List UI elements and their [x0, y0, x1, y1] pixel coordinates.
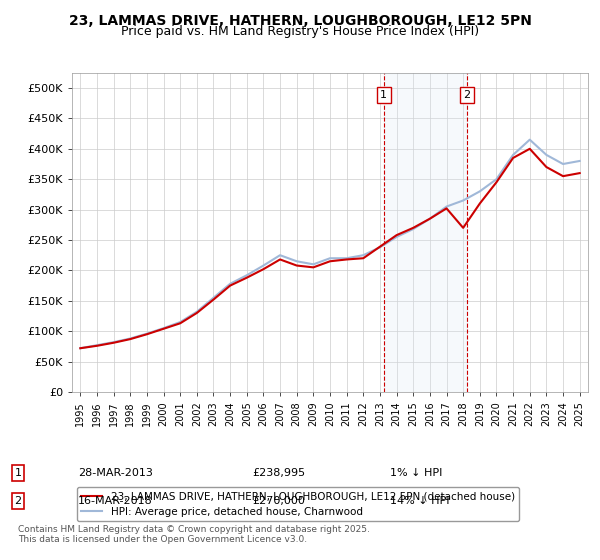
Text: £270,000: £270,000: [252, 496, 305, 506]
Text: Price paid vs. HM Land Registry's House Price Index (HPI): Price paid vs. HM Land Registry's House …: [121, 25, 479, 38]
Text: £238,995: £238,995: [252, 468, 305, 478]
Text: 2: 2: [14, 496, 22, 506]
Text: 16-MAR-2018: 16-MAR-2018: [78, 496, 153, 506]
Text: 14% ↓ HPI: 14% ↓ HPI: [390, 496, 449, 506]
Legend: 23, LAMMAS DRIVE, HATHERN, LOUGHBOROUGH, LE12 5PN (detached house), HPI: Average: 23, LAMMAS DRIVE, HATHERN, LOUGHBOROUGH,…: [77, 487, 519, 521]
Text: Contains HM Land Registry data © Crown copyright and database right 2025.
This d: Contains HM Land Registry data © Crown c…: [18, 525, 370, 544]
Text: 28-MAR-2013: 28-MAR-2013: [78, 468, 153, 478]
Text: 1% ↓ HPI: 1% ↓ HPI: [390, 468, 442, 478]
Text: 2: 2: [463, 90, 470, 100]
Bar: [384, 73, 467, 392]
Text: 1: 1: [380, 90, 387, 100]
Text: 1: 1: [14, 468, 22, 478]
Text: 23, LAMMAS DRIVE, HATHERN, LOUGHBOROUGH, LE12 5PN: 23, LAMMAS DRIVE, HATHERN, LOUGHBOROUGH,…: [68, 14, 532, 28]
